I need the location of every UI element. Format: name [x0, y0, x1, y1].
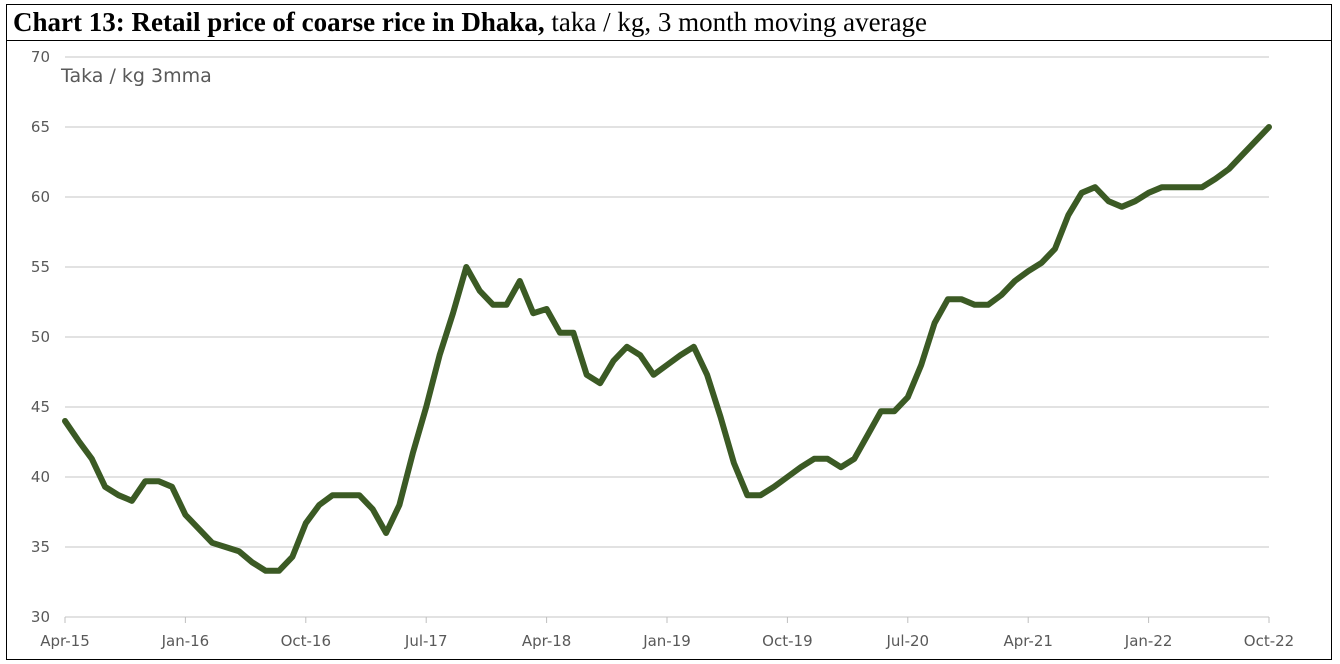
y-unit-label: Taka / kg 3mma: [60, 65, 212, 87]
rice-price-line-chart: 30 35 40 45 50 55 60 65 70 Apr-15 Jan-16 Oct-16 Jul…: [31, 48, 1294, 650]
x-tick-label: Jul-20: [885, 632, 929, 650]
y-tick-label: 70: [31, 48, 50, 66]
x-tick-label: Jan-16: [161, 632, 210, 650]
x-tick-label: Oct-19: [762, 632, 812, 650]
x-tick-label: Apr-18: [522, 632, 572, 650]
chart-frame: Chart 13: Retail price of coarse rice in…: [6, 4, 1332, 660]
x-tick-label: Oct-16: [281, 632, 331, 650]
y-tick-label: 30: [31, 608, 50, 626]
x-tick-label: Apr-21: [1003, 632, 1053, 650]
y-tick-label: 35: [31, 538, 50, 556]
x-tick-label: Apr-15: [40, 632, 90, 650]
y-axis-ticks: 30 35 40 45 50 55 60 65 70: [31, 48, 50, 626]
y-tick-label: 65: [31, 118, 50, 136]
x-axis-ticks: Apr-15 Jan-16 Oct-16 Jul-17 Apr-18 Jan-19 Oct-…: [40, 617, 1294, 650]
y-tick-label: 55: [31, 258, 50, 276]
series-line-rice-price: [62, 124, 1272, 574]
gridlines: [65, 56, 1269, 618]
chart-title-rest: taka / kg, 3 month moving average: [544, 7, 928, 37]
chart-title-bold: Chart 13: Retail price of coarse rice in…: [13, 7, 545, 37]
x-tick-label: Jan-22: [1124, 632, 1173, 650]
y-tick-label: 60: [31, 188, 50, 206]
chart-title: Chart 13: Retail price of coarse rice in…: [7, 5, 1331, 41]
x-tick-label: Jan-19: [642, 632, 691, 650]
y-tick-label: 45: [31, 398, 50, 416]
x-tick-label: Oct-22: [1244, 632, 1294, 650]
y-tick-label: 50: [31, 328, 50, 346]
y-tick-label: 40: [31, 468, 50, 486]
x-tick-label: Jul-17: [404, 632, 448, 650]
